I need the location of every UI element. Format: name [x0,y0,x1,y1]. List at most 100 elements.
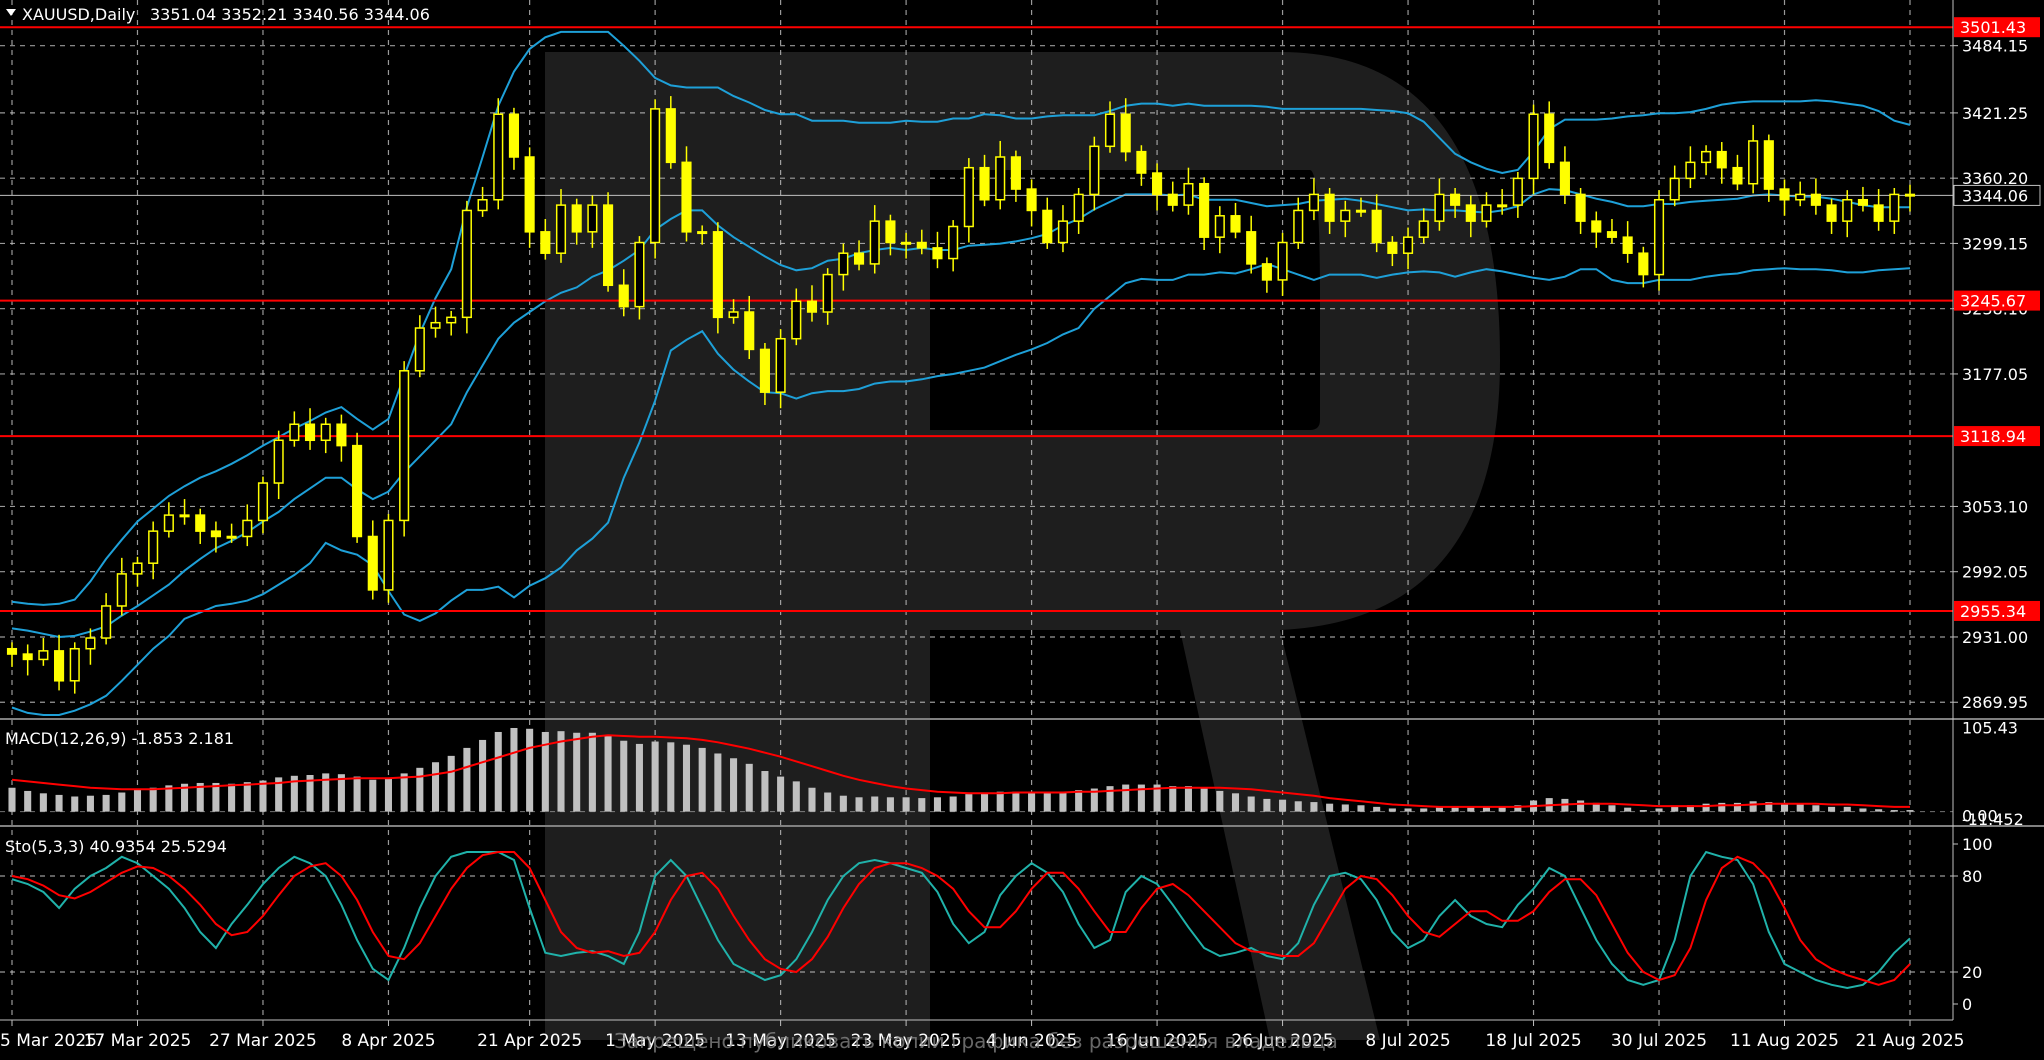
candlesticks [6,96,1916,694]
macd-bar [1137,784,1145,812]
candle-body [869,220,880,265]
level-label-box [1954,17,2040,38]
bollinger-bands [11,30,1911,716]
macd-bar [682,744,691,812]
horizontal-levels [0,26,1953,612]
macd-bar [228,783,236,812]
price-tick-label: 2931.00 [1962,628,2028,647]
candle-body [712,231,723,319]
candle-body [1591,220,1602,233]
macd-tick-label: -11.452 [1962,810,2024,829]
candle-body [367,535,378,591]
macd-panel: 105.43 0.00-11.452 [8,719,2024,829]
candle-body [1528,113,1539,180]
macd-bar [824,792,832,812]
price-axis: 3484.153421.253360.203299.153238.103177.… [1953,17,2041,712]
candle-body [1889,193,1900,222]
stoch-signal-line [11,851,1911,986]
time-tick-label: 26 Jun 2025 [1231,1031,1333,1051]
macd-bar [604,735,612,812]
macd-bar [431,762,440,812]
time-tick-label: 30 Jul 2025 [1611,1031,1707,1051]
macd-bar [1028,792,1036,812]
candle-body [697,231,708,235]
macd-bar [1875,809,1883,812]
candle-body [1089,145,1100,196]
watermark-caption: Запрещено публиковать копии графика без … [614,1029,1338,1053]
candle-body [618,284,629,308]
candle-body [461,209,472,319]
macd-bar [839,795,847,812]
macd-bar [479,739,487,812]
candle-body [1842,199,1853,222]
macd-bar [118,792,126,812]
price-tick-label: 3484.15 [1962,37,2028,56]
macd-signal-line [11,734,1910,808]
candle-body [1042,209,1053,244]
price-tick-label: 3299.15 [1962,234,2028,253]
candle-body [242,519,253,538]
macd-bar [510,727,518,812]
candle-body [806,300,818,313]
candle-body [1277,241,1288,281]
macd-bar [181,783,189,812]
candle-body [1685,161,1696,180]
candle-body [948,225,959,260]
macd-label: MACD(12,26,9) -1.853 2.181 [5,729,234,748]
stochastic-panel: 100 80 20 0 [11,835,1993,1014]
time-tick-label: 5 Mar 2025 [0,1031,97,1051]
candle-body [414,327,425,372]
candle-body [540,231,551,254]
time-tick-label: 17 Mar 2025 [84,1031,192,1051]
candle-body [1622,236,1633,254]
candle-body [650,108,661,244]
time-tick-label: 21 Aug 2025 [1856,1031,1965,1051]
macd-bar [965,794,973,812]
stoch-tick-label: 100 [1962,835,1993,854]
bollinger-middle-line [11,188,1910,639]
price-tick-label: 3177.05 [1962,365,2028,384]
candle-body [289,423,300,442]
macd-bar [400,773,408,812]
candle-body [822,273,833,313]
candle-body [932,247,943,260]
level-label-box [1954,600,2040,621]
candle-body [477,199,488,212]
macd-bar [1765,802,1773,812]
macd-bar [494,731,502,812]
candle-body [1465,204,1476,222]
macd-bar [1294,801,1302,812]
macd-bar [1106,786,1114,812]
candle-body [1575,193,1586,222]
level-label: 3501.43 [1960,18,2026,37]
candle-body [1544,113,1555,164]
stochastic-label: Sto(5,3,3) 40.9354 25.5294 [5,837,227,856]
collapse-triangle-icon[interactable] [6,9,16,16]
candle-body [681,161,692,233]
macd-bar [761,771,769,812]
macd-bar [1169,786,1177,812]
level-label: 3245.67 [1960,292,2026,311]
stoch-main-line [11,850,1911,990]
macd-bar [1263,798,1271,812]
candle-body [273,439,284,484]
macd-bar [526,728,534,812]
level-label-box [1954,290,2040,311]
macd-bar [1718,802,1726,812]
candle-body [1826,204,1837,222]
candle-body [1010,156,1021,190]
candle-body [493,113,504,201]
candle-body [1857,199,1869,206]
macd-bar [1482,806,1491,812]
candle-body [963,166,974,228]
macd-bar [541,731,549,812]
macd-bar [133,789,142,812]
macd-bar [24,790,32,812]
macd-bar [243,782,251,812]
macd-bar [1075,790,1083,812]
candle-body [22,653,33,661]
candle-body [1387,241,1398,254]
macd-bar [996,791,1004,812]
stoch-tick-label: 0 [1962,995,1972,1014]
